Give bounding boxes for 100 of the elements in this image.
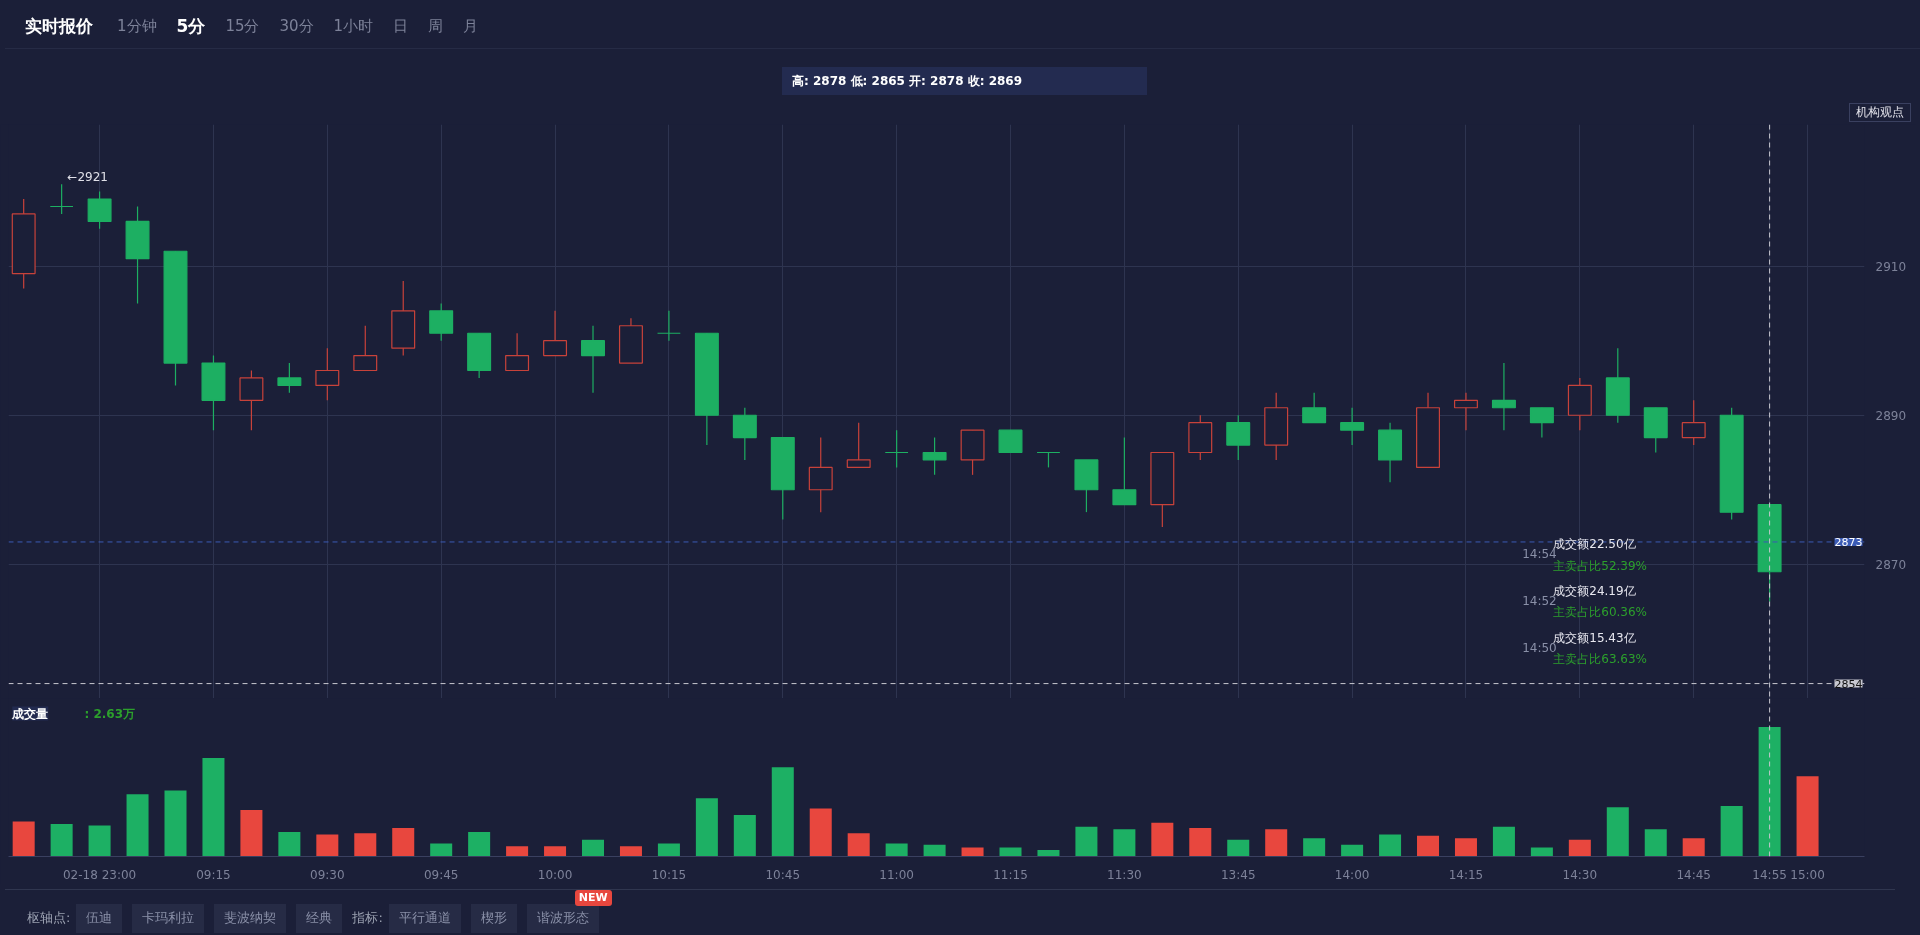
bar <box>202 758 225 857</box>
x-tick-label: 14:55 <box>1752 867 1787 882</box>
x-tick-label: 10:15 <box>651 867 687 882</box>
candlestick <box>429 302 454 342</box>
x-tick-label: 15:00 <box>1790 867 1825 882</box>
text: 1小时 <box>333 15 374 37</box>
bar <box>733 815 756 857</box>
candlestick <box>922 436 947 476</box>
candlestick <box>581 325 605 394</box>
bar <box>1303 838 1326 857</box>
bar <box>1037 850 1060 857</box>
bar <box>164 790 187 857</box>
candlestick <box>277 362 302 394</box>
text: 周 <box>428 15 444 37</box>
bar <box>847 833 870 857</box>
bar <box>1379 834 1402 857</box>
candlestick <box>1529 407 1554 439</box>
candlestick <box>1491 362 1516 431</box>
candlestick <box>315 347 340 401</box>
ref-line-label: 2873 <box>1834 535 1863 549</box>
bar <box>657 843 680 857</box>
candlestick <box>543 310 568 357</box>
x-tick-label: 10:45 <box>765 867 801 882</box>
bar <box>695 798 718 857</box>
candlestick <box>732 407 757 461</box>
bar <box>126 794 149 857</box>
bar <box>468 831 491 857</box>
x-tick-label: 09:15 <box>196 867 231 882</box>
candlestick <box>1340 407 1365 446</box>
text: 斐波纳契 <box>214 904 287 933</box>
bar <box>1720 805 1743 857</box>
bar <box>1151 822 1174 857</box>
bar <box>506 846 529 857</box>
bar <box>1644 829 1667 857</box>
text: 日 <box>393 15 409 37</box>
text: 平行通道 <box>388 904 461 933</box>
bar <box>1758 726 1781 857</box>
bar <box>885 843 908 857</box>
bar <box>1492 826 1515 857</box>
annotation: 成交额15.43亿 <box>1553 630 1636 645</box>
y-tick-label: 2910 <box>1875 259 1907 274</box>
x-tick-label: 09:45 <box>423 867 459 882</box>
text: 经典 <box>296 904 343 933</box>
bar <box>544 846 567 857</box>
bar <box>923 844 946 857</box>
candlestick <box>87 190 112 230</box>
text: 30分 <box>279 15 314 37</box>
text: NEW <box>574 890 612 906</box>
text: 指标: <box>352 909 383 928</box>
text: 枢轴点: <box>27 909 71 928</box>
y-tick-label: 2870 <box>1875 557 1907 572</box>
candlestick <box>353 325 378 372</box>
annotation: 成交额24.19亿 <box>1553 583 1636 598</box>
bar <box>50 824 73 857</box>
candlestick <box>1302 392 1327 424</box>
bar <box>12 821 35 857</box>
bar <box>392 828 415 857</box>
text: 机构观点 <box>1849 103 1911 123</box>
chart-subtitle: 高: 2878 低: 2865 开: 2878 收: 2869 <box>782 67 1147 95</box>
x-tick-label: 02-18 23:00 <box>62 867 137 882</box>
text: 月 <box>463 15 479 37</box>
text: 1分钟 <box>117 15 157 37</box>
x-tick-label: 14:45 <box>1676 867 1712 882</box>
annotation: 主卖占比52.39% <box>1553 558 1648 573</box>
bar <box>999 847 1022 857</box>
x-tick-label: 14:00 <box>1334 867 1370 882</box>
bar <box>1341 844 1364 857</box>
bar <box>1682 838 1705 857</box>
text: 15分 <box>225 15 260 37</box>
candlestick <box>505 332 530 372</box>
bar <box>1113 829 1136 857</box>
text: 5分 <box>176 15 206 39</box>
bar <box>1568 839 1591 857</box>
bar <box>1265 829 1288 857</box>
x-tick-label: 13:45 <box>1220 867 1256 882</box>
candlestick <box>1681 399 1706 446</box>
bar <box>582 839 605 857</box>
candlestick <box>846 422 871 469</box>
bar <box>316 834 339 857</box>
bar <box>619 846 642 857</box>
candlestick <box>1112 436 1137 506</box>
bar <box>240 809 263 857</box>
bar <box>1189 828 1212 857</box>
x-tick-label: 14:30 <box>1562 867 1598 882</box>
ref-line-label: 2854 <box>1834 677 1863 691</box>
bar <box>1075 826 1098 857</box>
y-tick-label: 2890 <box>1875 408 1907 423</box>
text: 谐波形态 <box>526 904 599 933</box>
annotation: 成交额22.50亿 <box>1553 536 1636 551</box>
text: 楔形 <box>470 904 517 933</box>
bar <box>1530 847 1553 857</box>
bar <box>961 847 984 857</box>
candlestick <box>49 183 74 215</box>
candlestick <box>884 429 909 469</box>
bar <box>1227 839 1250 857</box>
candlestick <box>808 436 833 513</box>
bar <box>430 843 453 857</box>
x-tick-label: 10:00 <box>537 867 573 882</box>
candlestick <box>998 429 1023 454</box>
bar <box>88 825 111 857</box>
